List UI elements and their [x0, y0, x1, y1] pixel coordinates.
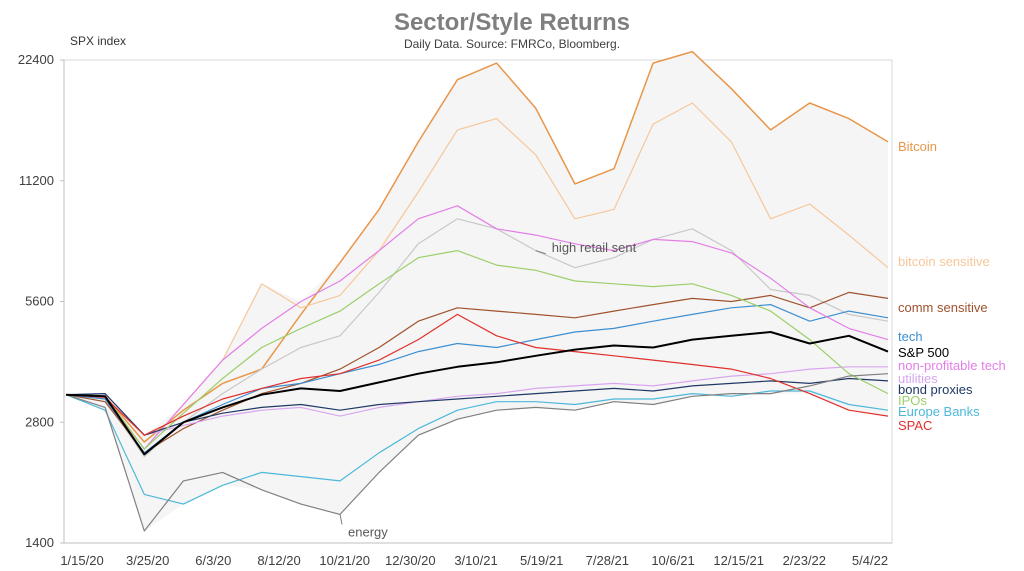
label-non-profitable-tech: non-profitable tech [898, 358, 1006, 373]
range-band [66, 51, 888, 531]
y-tick-label: 11200 [19, 173, 54, 188]
series-line-spac [65, 313, 889, 436]
series-line-sandp-500 [65, 331, 889, 456]
x-tick-label: 12/15/21 [713, 553, 764, 568]
x-tick-label: 8/12/20 [257, 553, 300, 568]
x-tick-label: 10/6/21 [651, 553, 694, 568]
annotation-leader-energy [339, 514, 343, 525]
label-ipos: IPOs [898, 393, 927, 408]
y-axis-label: SPX index [70, 34, 126, 48]
x-tick-label: 12/30/20 [385, 553, 436, 568]
series-line-ipos [65, 250, 889, 450]
x-tick-label: 5/4/22 [852, 553, 888, 568]
series-line-comm-sensitive [65, 291, 889, 454]
label-tech: tech [898, 329, 923, 344]
chart-title: Sector/Style Returns [394, 9, 630, 36]
label-bitcoin-sensitive: bitcoin sensitive [898, 254, 990, 269]
label-utilities: utilities [898, 371, 938, 386]
annotations: high retail sent energy [339, 240, 637, 539]
y-axis: 1400 2800 5600 11200 22400 [18, 52, 65, 550]
series-line-non-profitable-tech [65, 205, 889, 450]
range-band-area [66, 51, 888, 531]
x-tick-label: 6/3/20 [195, 553, 231, 568]
x-tick-label: 3/10/21 [454, 553, 497, 568]
series-line-utilities [65, 366, 888, 436]
annotation-leader-high-retail-sent [535, 250, 546, 255]
y-tick-label: 2800 [25, 414, 54, 429]
x-tick-label: 1/15/20 [60, 553, 103, 568]
series-labels: Bitcoin bitcoin sensitive comm sensitive te… [898, 139, 1006, 433]
series-line-bitcoin [65, 50, 889, 443]
series-line-tech [65, 304, 889, 454]
series-line-bond-proxies [65, 377, 889, 436]
annotation-energy: energy [348, 524, 388, 539]
label-spac: SPAC [898, 418, 932, 433]
x-tick-label: 5/19/21 [520, 553, 563, 568]
annotation-high-retail-sent: high retail sent [552, 240, 637, 255]
label-bond-proxies: bond proxies [898, 382, 973, 397]
label-bitcoin: Bitcoin [898, 139, 937, 154]
series-line-energy [65, 373, 889, 532]
label-comm-sensitive: comm sensitive [898, 300, 988, 315]
y-tick-label: 1400 [25, 535, 54, 550]
x-tick-label: 2/23/22 [783, 553, 826, 568]
label-europe-banks: Europe Banks [898, 404, 980, 419]
y-tick-label: 22400 [18, 52, 54, 67]
x-tick-label: 7/28/21 [586, 553, 629, 568]
y-tick-label: 5600 [25, 294, 54, 309]
x-axis: 1/15/20 3/25/20 6/3/20 8/12/20 10/21/20 12/30… [60, 542, 892, 568]
x-tick-label: 10/21/20 [319, 553, 370, 568]
series-lines [65, 50, 889, 532]
x-tick-label: 3/25/20 [126, 553, 169, 568]
label-sandp-500: S&P 500 [898, 345, 949, 360]
chart-subtitle: Daily Data. Source: FMRCo, Bloomberg. [404, 37, 620, 51]
